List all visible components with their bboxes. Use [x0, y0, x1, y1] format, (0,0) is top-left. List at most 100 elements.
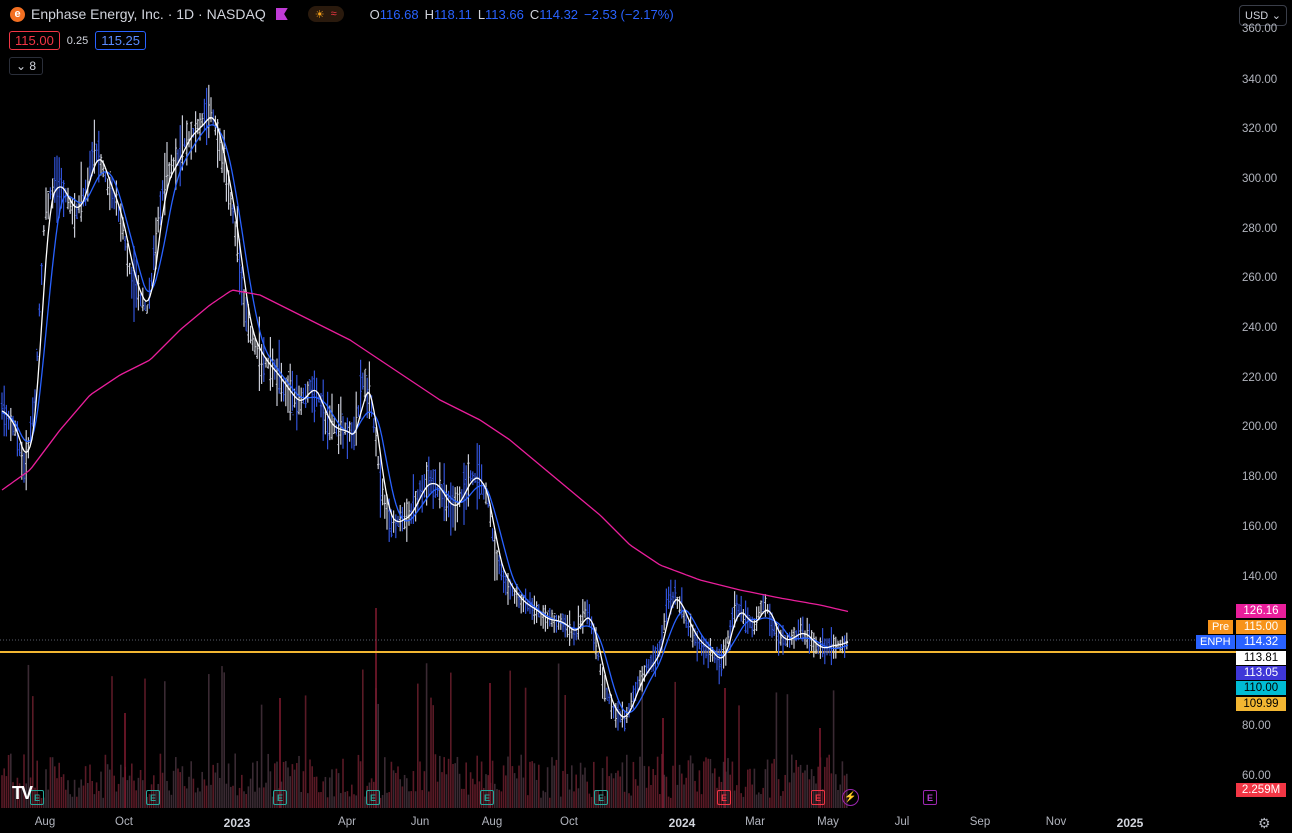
price-bar	[374, 427, 378, 457]
volume-bar	[265, 782, 267, 808]
volume-bar	[566, 773, 569, 808]
volume-bar	[421, 790, 423, 808]
volume-bar	[258, 787, 261, 808]
volume-bar	[80, 779, 82, 808]
volume-bar	[824, 766, 826, 808]
price-bar	[489, 507, 492, 527]
y-tick-label: 340.00	[1242, 74, 1278, 86]
symbol-title[interactable]: Enphase Energy, Inc. · 1D · NASDAQ	[31, 6, 266, 22]
earnings-marker[interactable]: E	[923, 790, 937, 805]
price-bar	[234, 221, 237, 247]
price-bar	[432, 469, 435, 509]
volume-bar	[659, 794, 661, 808]
earnings-marker[interactable]: E	[594, 790, 608, 805]
earnings-marker[interactable]: E	[717, 790, 731, 805]
volume-bar	[769, 797, 771, 808]
volume-bar	[700, 794, 703, 808]
open-value: 116.68	[379, 6, 419, 22]
price-bar	[744, 600, 747, 634]
volume-bar	[212, 764, 214, 808]
volume-bar	[747, 769, 749, 808]
price-bar	[781, 625, 785, 655]
volume-bar	[346, 791, 349, 808]
price-bar	[25, 430, 28, 491]
price-bar	[735, 594, 738, 622]
earnings-marker[interactable]: E	[273, 790, 287, 805]
price-bar	[372, 418, 375, 433]
earnings-marker[interactable]: E	[480, 790, 494, 805]
earnings-marker[interactable]: E	[811, 790, 825, 805]
price-bar	[137, 275, 140, 311]
volume-bar	[16, 777, 19, 808]
price-bar	[601, 667, 604, 699]
price-bar	[128, 262, 131, 275]
price-bar	[346, 417, 349, 459]
price-bar	[702, 637, 705, 665]
flag-icon[interactable]	[275, 8, 288, 20]
price-bar	[733, 591, 736, 628]
currency-label: USD	[1245, 9, 1269, 22]
volume-bar	[40, 797, 43, 808]
lightning-icon[interactable]: ⚡	[842, 789, 859, 806]
volume-bar	[417, 683, 419, 808]
price-bar	[201, 113, 204, 127]
volume-bar	[628, 793, 630, 808]
ask-button[interactable]: 115.25	[95, 31, 147, 50]
price-bar	[190, 121, 193, 160]
x-tick-label: Oct	[560, 816, 578, 828]
x-tick-label: Oct	[115, 816, 133, 828]
price-bar	[253, 337, 257, 355]
volume-bar	[98, 790, 100, 808]
price-bar	[806, 617, 809, 649]
price-bar	[476, 443, 479, 510]
price-bar	[621, 701, 624, 728]
volume-bar	[709, 758, 712, 808]
volume-bar	[588, 793, 591, 808]
earnings-marker[interactable]: E	[30, 790, 44, 805]
bid-button[interactable]: 115.00	[9, 31, 60, 50]
price-bar	[568, 610, 571, 646]
volume-bar	[247, 786, 250, 808]
price-bar	[143, 301, 147, 311]
volume-bar	[289, 776, 291, 808]
earnings-marker[interactable]: E	[146, 790, 160, 805]
volume-bar	[826, 757, 828, 808]
volume-bar	[593, 761, 595, 808]
price-bar	[80, 161, 83, 222]
volume-bar	[282, 761, 285, 808]
price-bar	[300, 387, 303, 415]
price-bar	[207, 84, 210, 139]
volume-bar	[744, 786, 747, 808]
price-bar	[726, 630, 730, 645]
price-bar	[605, 687, 609, 701]
volume-bar	[425, 663, 428, 808]
price-bar	[183, 138, 186, 148]
gear-icon[interactable]: ⚙	[1258, 815, 1271, 831]
volume-bar	[399, 779, 401, 808]
indicators-toggle[interactable]: ⌄ 8	[9, 57, 44, 75]
volume-bar	[652, 768, 654, 808]
session-indicator[interactable]: ☀ ≈	[307, 6, 344, 22]
volume-bar	[168, 790, 170, 808]
volume-bar	[685, 777, 687, 808]
volume-bar	[434, 754, 437, 808]
volume-bar	[524, 687, 527, 808]
volume-bar	[355, 795, 357, 808]
volume-bar	[25, 783, 27, 808]
earnings-marker[interactable]: E	[366, 790, 380, 805]
wave-icon: ≈	[330, 8, 337, 20]
price-bar	[394, 514, 397, 539]
volume-bar	[58, 762, 60, 808]
volume-bar	[307, 793, 309, 808]
volume-bar	[621, 762, 624, 808]
volume-bar	[546, 767, 549, 808]
volume-bar	[155, 790, 157, 808]
volume-bar	[56, 778, 58, 808]
volume-bar	[496, 789, 498, 808]
volume-bar	[439, 755, 441, 808]
currency-select[interactable]: USD ⌄	[1239, 5, 1287, 26]
price-bar	[546, 610, 549, 629]
tradingview-logo[interactable]: TV	[12, 783, 33, 803]
price-bar	[491, 528, 494, 542]
